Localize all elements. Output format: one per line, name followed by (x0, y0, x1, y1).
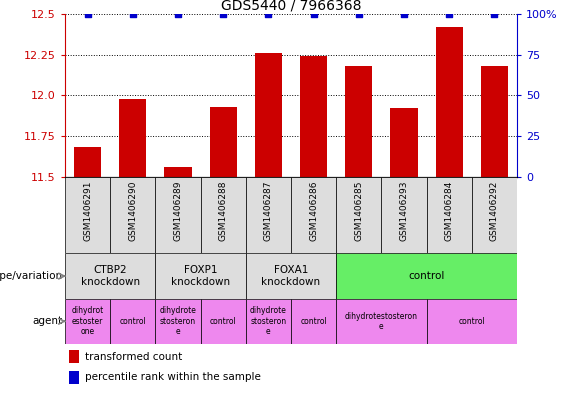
Bar (110, 299, 155, 344)
Text: agent: agent (32, 316, 62, 326)
Bar (336, 299, 427, 344)
Bar (164, 167, 192, 177)
Bar (336, 177, 381, 253)
Text: GSM1406292: GSM1406292 (490, 181, 499, 241)
Point (490, 11, 499, 17)
Bar (381, 177, 427, 253)
Text: dihydrot
estoster
one: dihydrot estoster one (71, 307, 104, 336)
Text: GSM1406291: GSM1406291 (83, 181, 92, 241)
Bar (427, 177, 472, 253)
Bar (69, 371, 80, 384)
Text: percentile rank within the sample: percentile rank within the sample (85, 372, 261, 382)
Point (219, 11, 228, 17)
Text: GSM1406288: GSM1406288 (219, 181, 228, 241)
Bar (345, 66, 372, 177)
Bar (201, 177, 246, 253)
Bar (246, 253, 336, 299)
Bar (155, 177, 201, 253)
Point (83, 11, 92, 17)
Point (264, 11, 273, 17)
Bar (65, 253, 155, 299)
Text: dihydrote
stosteron
e: dihydrote stosteron e (250, 307, 287, 336)
Point (173, 11, 182, 17)
Point (399, 11, 408, 17)
Bar (472, 177, 517, 253)
Text: genotype/variation: genotype/variation (0, 271, 62, 281)
Bar (201, 299, 246, 344)
Bar (155, 299, 201, 344)
Bar (336, 253, 517, 299)
Bar (291, 177, 336, 253)
Point (445, 11, 454, 17)
Text: GSM1406286: GSM1406286 (309, 181, 318, 241)
Bar (291, 299, 336, 344)
Text: GSM1406285: GSM1406285 (354, 181, 363, 241)
Text: control: control (119, 317, 146, 326)
Text: GSM1406284: GSM1406284 (445, 181, 454, 241)
Bar (69, 350, 80, 363)
Bar (65, 299, 110, 344)
Bar (155, 253, 246, 299)
Bar (300, 56, 327, 177)
Bar (110, 177, 155, 253)
Bar (255, 53, 282, 177)
Text: CTBP2
knockdown: CTBP2 knockdown (81, 265, 140, 287)
Bar (481, 66, 508, 177)
Text: GSM1406289: GSM1406289 (173, 181, 182, 241)
Text: control: control (408, 271, 445, 281)
Text: FOXP1
knockdown: FOXP1 knockdown (171, 265, 230, 287)
Point (128, 11, 137, 17)
Text: GSM1406287: GSM1406287 (264, 181, 273, 241)
Text: control: control (300, 317, 327, 326)
Point (354, 11, 363, 17)
Bar (65, 177, 110, 253)
Text: transformed count: transformed count (85, 351, 182, 362)
Bar (210, 107, 237, 177)
Text: control: control (458, 317, 485, 326)
Bar (436, 27, 463, 177)
Title: GDS5440 / 7966368: GDS5440 / 7966368 (221, 0, 361, 13)
Bar (119, 99, 146, 177)
Point (309, 11, 318, 17)
Text: dihydrotestosteron
e: dihydrotestosteron e (345, 312, 418, 331)
Bar (246, 299, 291, 344)
Bar (74, 147, 101, 177)
Text: GSM1406293: GSM1406293 (399, 181, 408, 241)
Bar (427, 299, 517, 344)
Bar (246, 177, 291, 253)
Text: GSM1406290: GSM1406290 (128, 181, 137, 241)
Text: control: control (210, 317, 237, 326)
Bar (390, 108, 418, 177)
Text: FOXA1
knockdown: FOXA1 knockdown (262, 265, 320, 287)
Text: dihydrote
stosteron
e: dihydrote stosteron e (159, 307, 197, 336)
